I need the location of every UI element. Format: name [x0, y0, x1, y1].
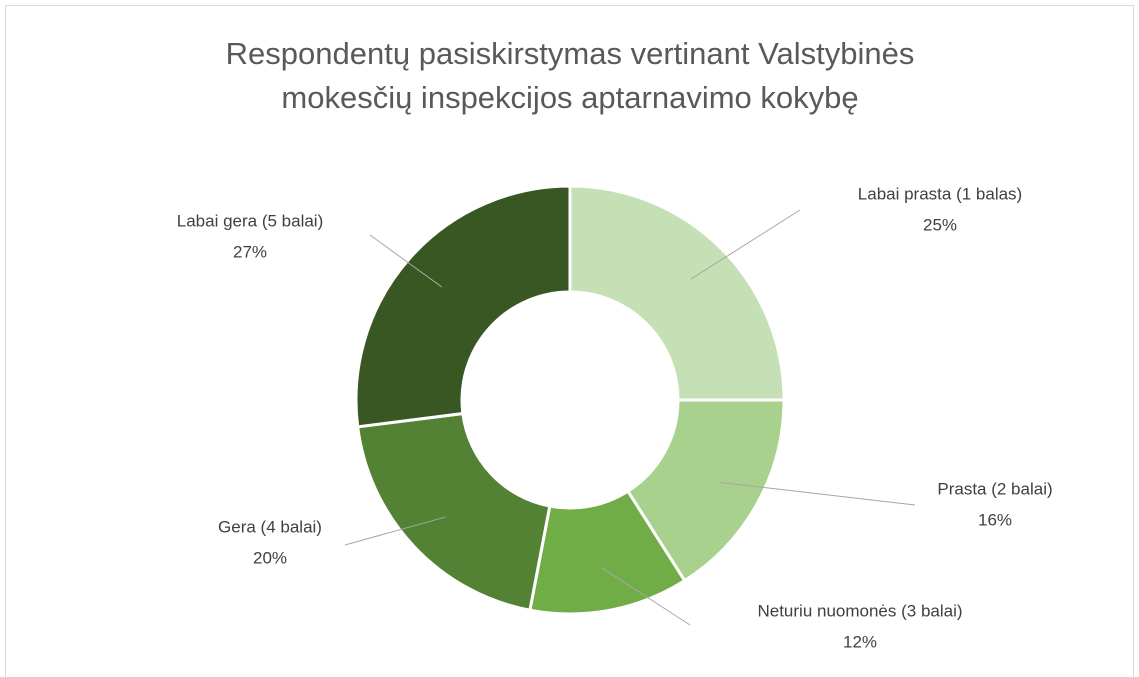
leader-line — [719, 481, 916, 506]
leader-line — [690, 209, 801, 280]
leader-line — [344, 516, 446, 546]
donut-slice — [625, 398, 786, 583]
slice-label: Labai prasta (1 balas) — [858, 184, 1022, 203]
slice-label: Prasta (2 balai) — [937, 479, 1052, 498]
chart-border — [5, 5, 1134, 677]
chart-title: Respondentų pasiskirstymas vertinant Val… — [225, 36, 915, 115]
donut-slice — [356, 411, 552, 612]
leader-line — [601, 567, 691, 626]
slice-value-label: 20% — [253, 548, 287, 567]
donut-slice — [354, 184, 572, 429]
leader-line — [369, 234, 443, 288]
slice-label: Labai gera (5 balai) — [177, 211, 323, 230]
donut-slice — [568, 184, 786, 402]
slice-value-label: 25% — [923, 215, 957, 234]
slice-label: Gera (4 balai) — [218, 517, 322, 536]
slice-value-label: 12% — [843, 632, 877, 651]
slice-value-label: 27% — [233, 242, 267, 261]
slice-label: Neturiu nuomonės (3 balai) — [757, 601, 962, 620]
slice-value-label: 16% — [978, 510, 1012, 529]
